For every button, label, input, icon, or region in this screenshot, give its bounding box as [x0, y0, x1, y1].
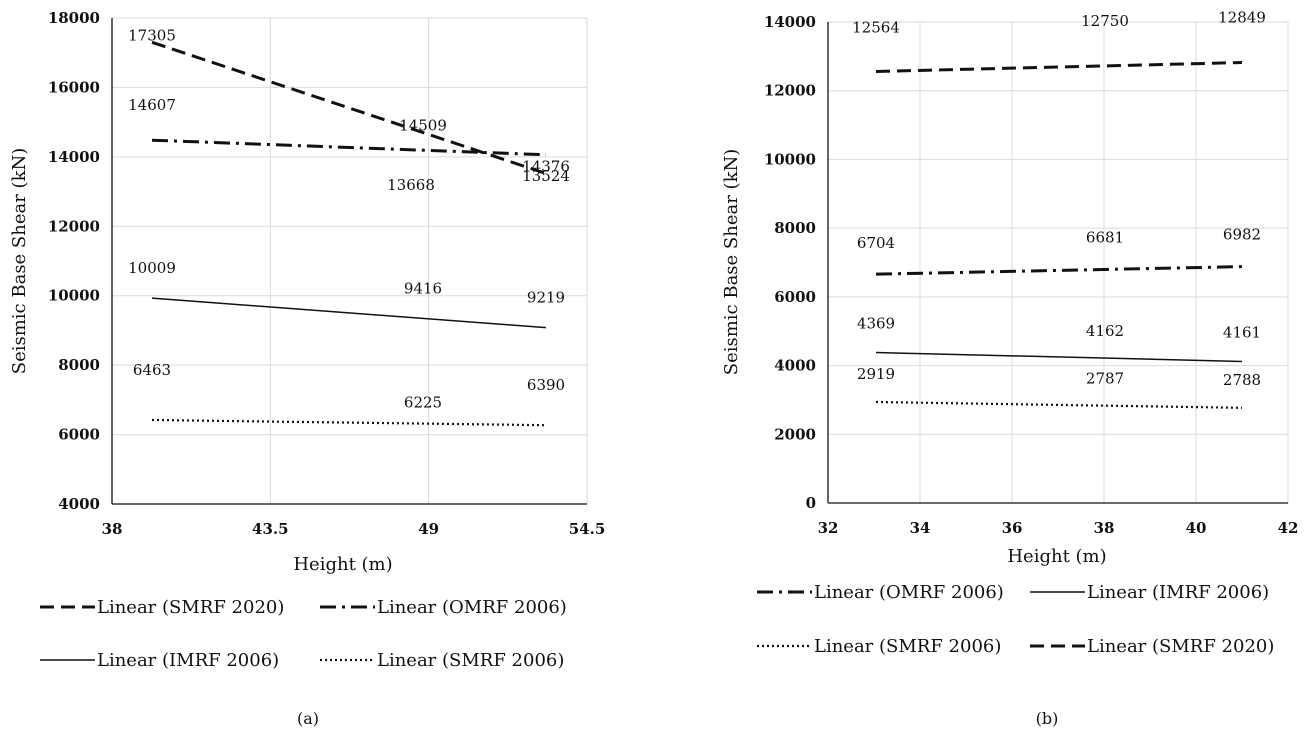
data-label: 6704: [857, 234, 895, 252]
data-label: 12564: [852, 18, 900, 36]
y-tick-label: 10000: [48, 287, 100, 305]
series-line: [875, 351, 1243, 363]
x-tick-label: 38: [102, 520, 123, 538]
data-label: 14607: [128, 96, 176, 114]
y-axis-title: Seismic Base Shear (kN): [9, 148, 30, 375]
legend-item: Linear (SMRF 2006): [757, 636, 1001, 657]
legend-label: Linear (SMRF 2006): [377, 650, 564, 671]
x-tick-label: 43.5: [252, 520, 289, 538]
x-tick-label: 42: [1278, 519, 1299, 537]
gridlines: [827, 21, 1289, 504]
data-label: 9416: [404, 279, 442, 297]
chart-caption: (a): [297, 709, 319, 728]
y-tick-label: 8000: [58, 356, 100, 374]
y-tick-label: 6000: [58, 426, 100, 444]
data-label: 12849: [1218, 9, 1266, 27]
x-axis-title: Height (m): [1007, 546, 1106, 567]
y-tick-label: 12000: [48, 217, 100, 235]
series-line: [875, 265, 1243, 276]
x-tick-label: 40: [1186, 519, 1207, 537]
y-tick-label: 0: [806, 494, 816, 512]
series-line: [151, 418, 547, 427]
gridlines: [111, 17, 588, 505]
data-label: 2788: [1223, 371, 1261, 389]
x-axis-title: Height (m): [293, 554, 392, 575]
chart-a: 4000 6000 8000 10000 12000 14000 16000 18000 38 4…: [9, 9, 605, 728]
y-tick-label: 2000: [774, 425, 816, 443]
x-tick-label: 54.5: [569, 520, 606, 538]
legend-label: Linear (IMRF 2006): [1087, 582, 1269, 603]
data-label: 10009: [128, 259, 176, 277]
chart-b: 0 2000 4000 6000 8000 10000 12000 14000 32 34 36 38…: [721, 9, 1298, 728]
y-tick-label: 4000: [58, 495, 100, 513]
data-label: 6681: [1086, 228, 1124, 246]
y-tick-label: 14000: [764, 13, 816, 31]
y-tick-label: 12000: [764, 82, 816, 100]
series-line: [875, 400, 1243, 409]
legend-item: Linear (SMRF 2020): [1030, 636, 1274, 657]
data-label: 4369: [857, 315, 895, 333]
y-tick-label: 16000: [48, 78, 100, 96]
legend: Linear (SMRF 2020) Linear (OMRF 2006) Line…: [40, 597, 567, 671]
legend-label: Linear (SMRF 2006): [814, 636, 1001, 657]
data-label: 2787: [1086, 370, 1124, 388]
data-label: 13668: [387, 176, 435, 194]
legend-label: Linear (SMRF 2020): [1087, 636, 1274, 657]
data-label: 14509: [399, 117, 447, 135]
x-tick-label: 32: [818, 519, 839, 537]
series-line: [151, 40, 547, 175]
y-tick-label: 8000: [774, 219, 816, 237]
legend-item: Linear (IMRF 2006): [1030, 582, 1269, 603]
data-label: 14376: [522, 158, 570, 176]
x-tick-label: 38: [1094, 519, 1115, 537]
legend-label: Linear (SMRF 2020): [97, 597, 284, 618]
x-tick-label: 34: [910, 519, 931, 537]
data-label: 2919: [857, 365, 895, 383]
legend-label: Linear (IMRF 2006): [97, 650, 279, 671]
y-tick-label: 14000: [48, 148, 100, 166]
y-tick-label: 6000: [774, 288, 816, 306]
series-line: [875, 61, 1243, 73]
data-label: 4161: [1223, 323, 1261, 341]
y-tick-label: 10000: [764, 150, 816, 168]
series-line: [151, 297, 547, 329]
data-label: 6982: [1223, 226, 1261, 244]
y-tick-label: 4000: [774, 357, 816, 375]
data-label: 17305: [128, 26, 176, 44]
data-label: 6225: [404, 394, 442, 412]
data-label: 4162: [1086, 322, 1124, 340]
y-tick-label: 18000: [48, 9, 100, 27]
data-label: 13524: [522, 167, 570, 185]
legend-item: Linear (IMRF 2006): [40, 650, 279, 671]
legend-item: Linear (OMRF 2006): [757, 582, 1004, 603]
y-axis-title: Seismic Base Shear (kN): [721, 149, 742, 376]
legend-label: Linear (OMRF 2006): [377, 597, 567, 618]
data-label: 6463: [133, 361, 171, 379]
data-label: 9219: [527, 289, 565, 307]
legend-item: Linear (OMRF 2006): [320, 597, 567, 618]
legend-item: Linear (SMRF 2020): [40, 597, 284, 618]
x-tick-label: 49: [418, 520, 439, 538]
data-label: 12750: [1081, 12, 1129, 30]
chart-caption: (b): [1036, 709, 1059, 728]
x-tick-label: 36: [1002, 519, 1023, 537]
data-label: 6390: [527, 376, 565, 394]
legend-label: Linear (OMRF 2006): [814, 582, 1004, 603]
legend: Linear (OMRF 2006) Linear (IMRF 2006) Line…: [757, 582, 1274, 657]
legend-item: Linear (SMRF 2006): [320, 650, 564, 671]
series-line: [151, 138, 547, 157]
